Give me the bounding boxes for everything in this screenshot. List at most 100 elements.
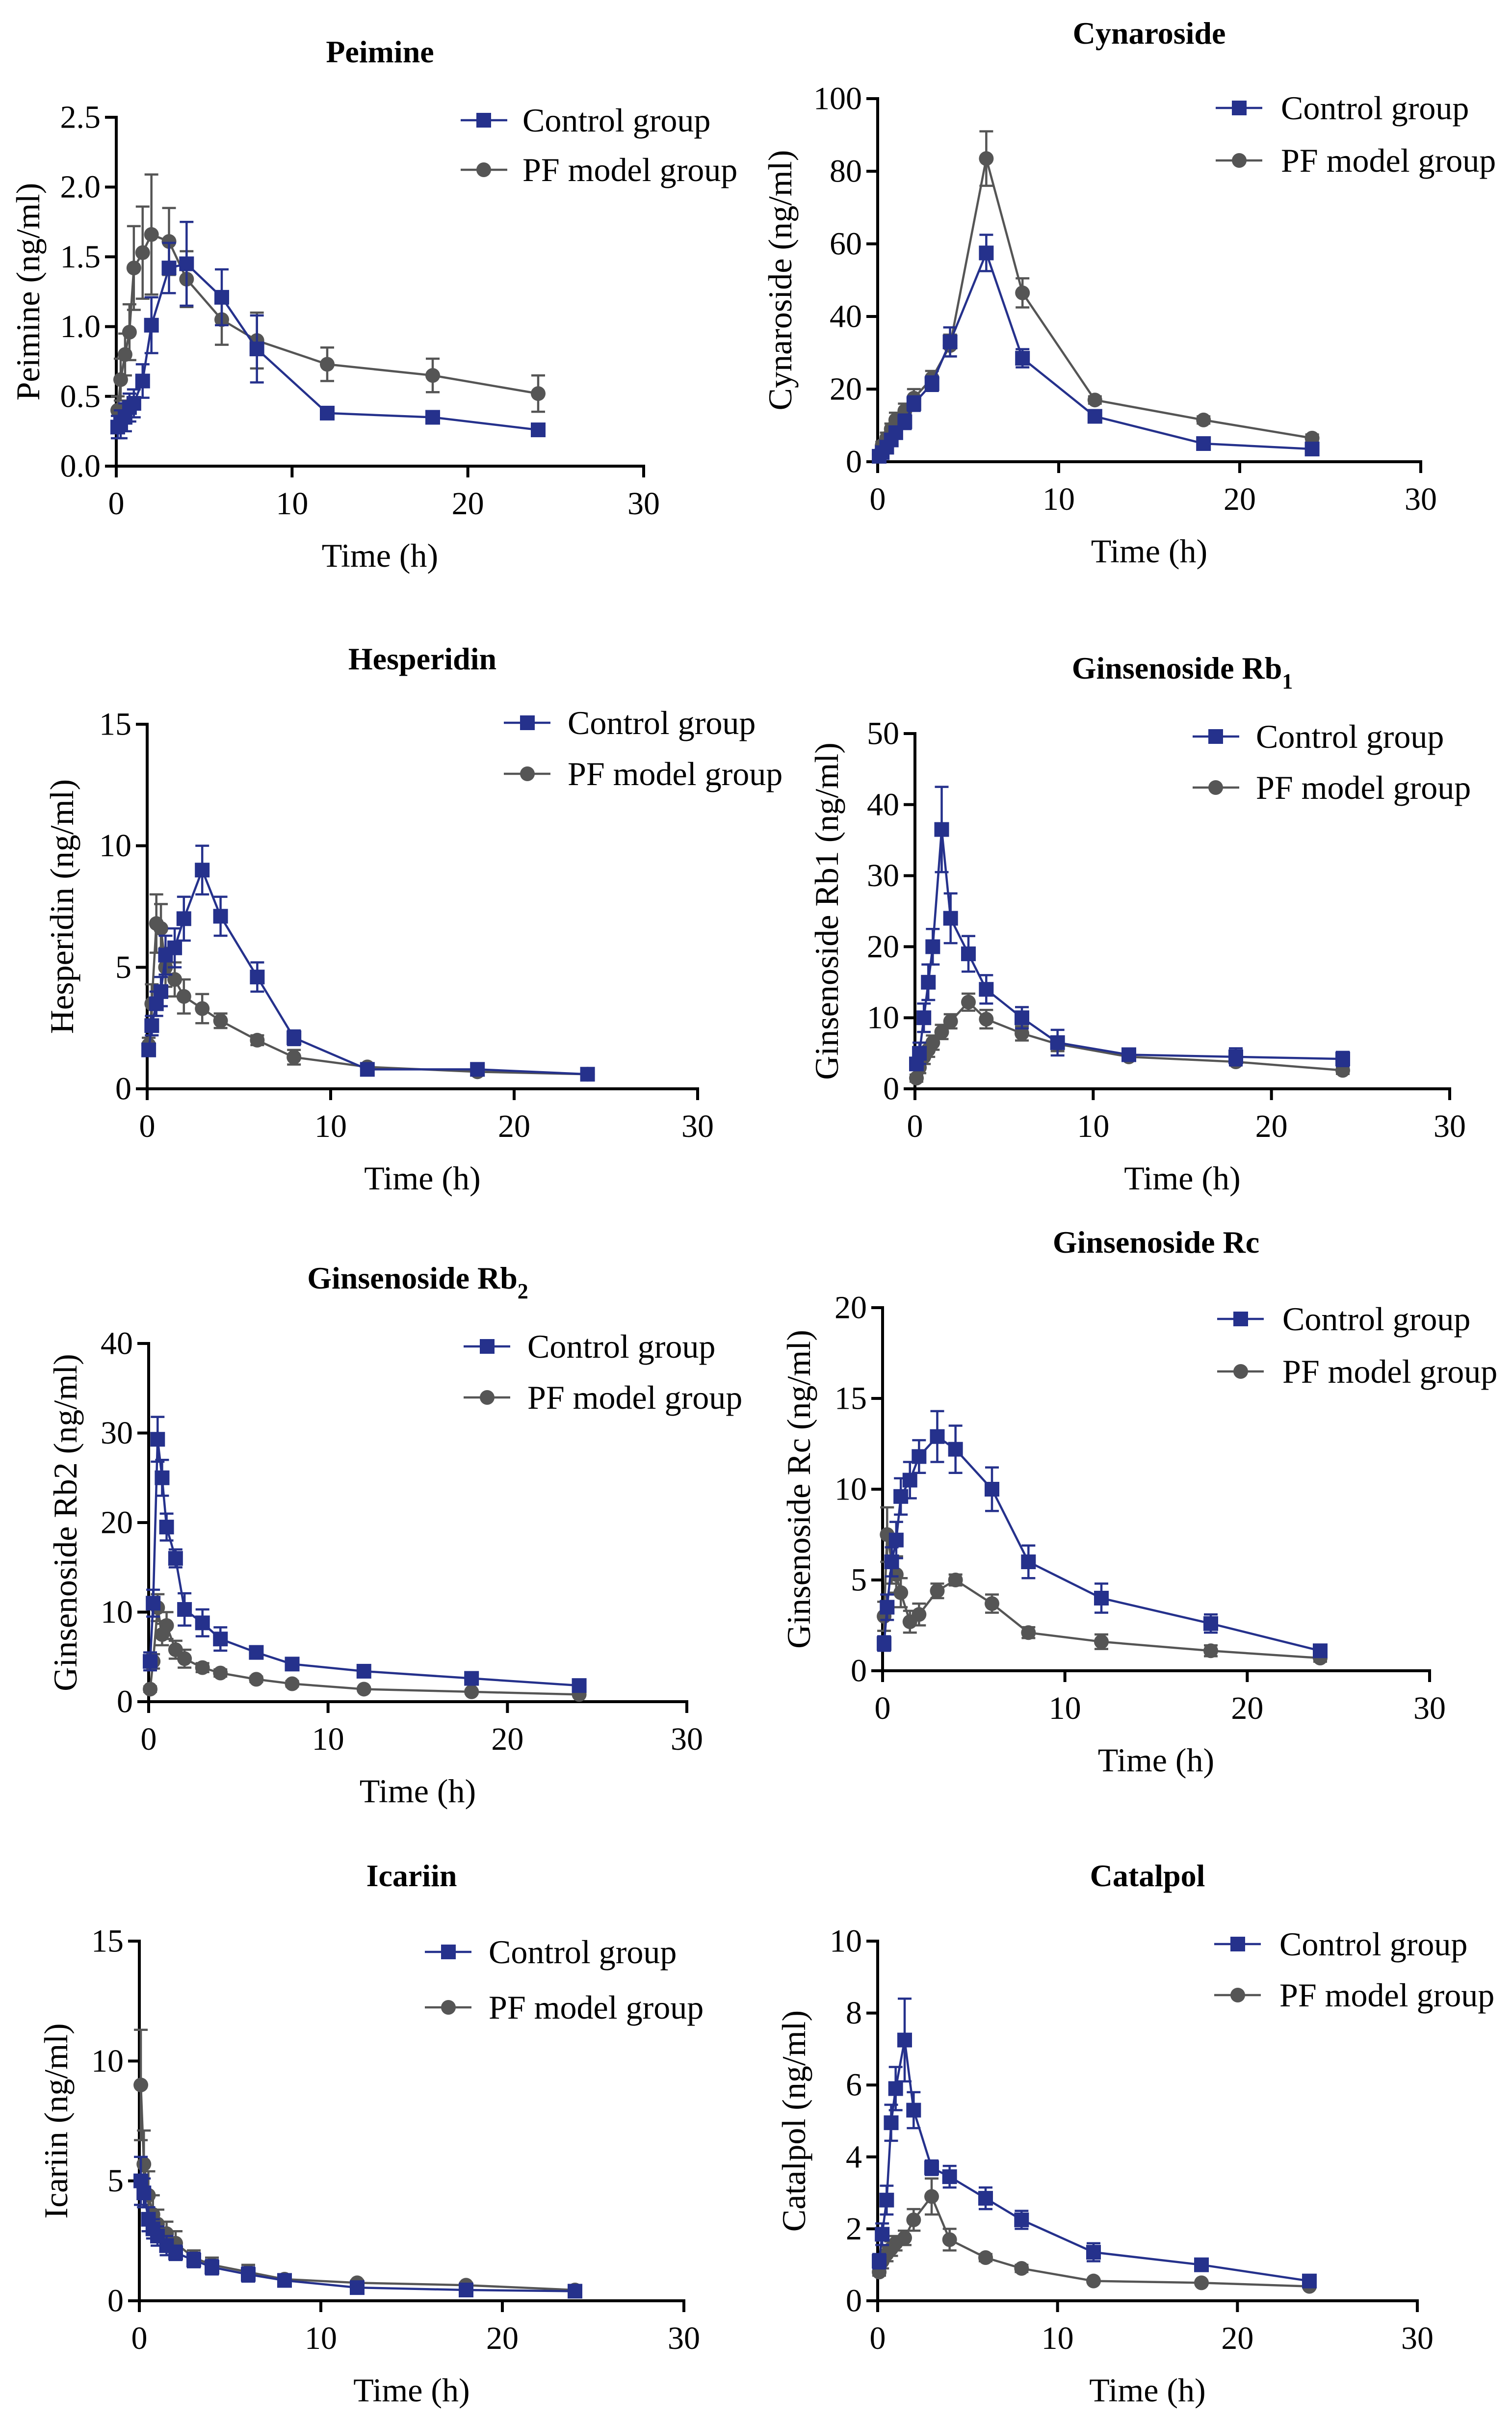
control-group-point [875,2227,890,2242]
x-tick-label: 20 [1231,1690,1263,1726]
x-tick-label: 0 [870,2320,886,2356]
pf-model-group-point [1196,412,1211,427]
x-tick-label: 10 [1043,481,1075,517]
control-group-point [884,2115,899,2131]
y-tick-label: 1.5 [60,239,101,275]
pf-model-group-point [930,1583,945,1599]
control-group-point [916,1010,932,1026]
control-group-point [250,970,265,985]
control-group-point [1335,1052,1350,1067]
control-group-point [249,342,264,357]
y-tick-label: 1.0 [60,309,101,344]
pf-model-group-point [942,2232,957,2247]
pf-model-group-point [177,1651,192,1666]
pf-model-group-point [979,1012,994,1027]
control-group-point [884,1554,899,1569]
x-tick-label: 10 [276,486,308,522]
pf-model-group-point [961,995,976,1010]
y-tick-label: 80 [830,154,862,189]
x-tick-label: 20 [498,1108,530,1144]
x-tick-label: 0 [870,481,886,517]
chart-title: Ginsenoside Rb2 [307,1261,528,1303]
legend: Control group PF model group [464,1328,742,1416]
pf-model-group-series [141,893,595,1082]
pf-model-group-point [159,1618,174,1633]
chart-title-text: Hesperidin [348,641,496,676]
control-group-point [568,2284,582,2299]
legend: Control group PF model group [504,704,782,792]
control-group-point [906,2103,921,2118]
control-group-point [141,1042,156,1057]
x-axis-label: Time (h) [1124,1159,1240,1197]
pf-model-group-point [464,1684,479,1699]
chart-ginsenoside-rc: Ginsenoside Rc 0 10 20 30 0 5 10 15 20 Time (h) Gin… [780,1225,1497,1779]
y-tick-label: 2.5 [60,100,101,135]
y-tick-label: 20 [101,1505,133,1541]
control-group-point [168,2245,183,2261]
y-tick-label: 40 [830,299,862,335]
control-group-point [897,414,912,429]
chart-icariin: Icariin 0 10 20 30 0 5 10 15 Time (h) Icariin (ng/… [37,1858,704,2409]
x-tick-label: 20 [1224,481,1256,517]
control-group-point [136,2185,152,2201]
x-tick-label: 20 [1255,1108,1288,1144]
x-tick-label: 20 [452,486,484,522]
control-group-point [285,1657,300,1672]
chart-title: Ginsenoside Rc [1053,1225,1259,1260]
legend-pf-model-group-label: PF model group [1282,1353,1497,1390]
control-group-point [320,405,335,421]
pf-model-group-point [320,357,335,372]
pf-model-group-point [985,1596,999,1611]
legend-pf-model-group-marker [476,162,491,177]
control-group-point [135,373,150,389]
pf-model-group-series [110,173,546,425]
control-group-point [159,1520,174,1535]
chart-title-text: Ginsenoside Rb [307,1261,518,1295]
chart-title-text: Peimine [326,34,434,69]
pf-model-group-series [872,2177,1317,2294]
pf-model-group-point [167,972,182,987]
x-axis-label: Time (h) [1089,2371,1205,2409]
y-axis-label: Hesperidin (ng/ml) [43,779,80,1034]
chart-title: Icariin [366,1858,457,1893]
control-group-point [572,1678,587,1693]
control-group-point [921,974,936,990]
y-axis-label: Catalpol (ng/ml) [775,2010,812,2232]
chart-title-subscript: 1 [1282,669,1293,693]
control-group-point [902,1473,917,1488]
control-group-series [110,221,546,440]
control-group-point [912,1046,927,1061]
control-group-point [906,396,921,411]
pf-model-group-point [934,1025,949,1040]
control-group-point [1021,1554,1036,1569]
control-group-point [205,2260,219,2275]
control-group-point [872,2254,887,2269]
control-group-point [1086,2245,1101,2260]
legend: Control group PF model group [461,102,737,188]
legend-control-group-marker [520,715,535,730]
chart-peimine: Peimine 0 10 20 30 0.0 0.5 1.0 1.5 2.0 2.5 Time (h)… [9,34,737,574]
control-group-point [146,1596,161,1611]
pf-model-group-point [195,1660,210,1675]
x-tick-label: 10 [1077,1108,1109,1144]
y-tick-label: 0 [117,1684,133,1720]
y-axis-label: Ginsenoside Rb1 (ng/ml) [808,742,845,1080]
chart-title-text: Catalpol [1090,1858,1205,1893]
x-axis-label: Time (h) [360,1772,476,1810]
x-tick-label: 20 [1221,2320,1253,2356]
control-group-point [1087,409,1102,424]
y-tick-label: 15 [834,1381,867,1417]
chart-title: Peimine [326,34,434,69]
control-group-point [1194,2257,1209,2272]
control-group-point [948,1442,963,1457]
control-group-point [214,289,229,305]
legend-pf-model-group-marker [1233,1364,1248,1379]
x-tick-label: 30 [1405,481,1437,517]
pf-model-group-point [213,1013,228,1028]
x-tick-label: 20 [486,2320,519,2356]
control-group-point [143,1654,158,1669]
pf-model-group-point [897,2230,912,2245]
chart-title-text: Cynaroside [1073,16,1226,51]
y-tick-label: 40 [101,1326,133,1362]
x-axis-label: Time (h) [364,1159,480,1197]
